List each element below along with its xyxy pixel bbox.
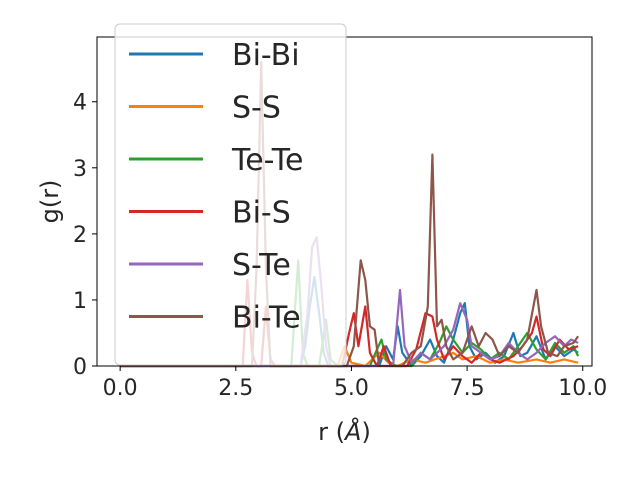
legend-label: S-Te	[232, 248, 291, 283]
y-tick-label: 0	[73, 355, 87, 380]
x-tick-label: 10.0	[558, 376, 607, 401]
y-tick-label: 3	[73, 157, 87, 182]
series-line-bi-te	[120, 60, 580, 368]
legend-label: Bi-Te	[232, 301, 301, 336]
x-tick-label: 7.5	[450, 376, 485, 401]
x-tick-label: 5.0	[334, 376, 369, 401]
legend-label: Bi-Bi	[232, 38, 300, 73]
y-tick-label: 4	[73, 91, 87, 116]
x-tick-label: 0.0	[103, 376, 138, 401]
x-axis-label-text: r (	[318, 418, 345, 446]
legend-label: Bi-S	[232, 196, 291, 231]
ticks-layer: 0.0 2.5 5.0 7.5 10.0 0 1 2 3 4	[73, 91, 607, 401]
x-axis-label: r (Å)	[318, 417, 371, 446]
y-axis-label: g(r)	[36, 180, 64, 224]
legend-label: Te-Te	[231, 143, 303, 178]
x-axis-label-unit: Å	[343, 417, 361, 446]
legend-label: S-S	[232, 91, 281, 126]
legend: Bi-Bi S-S Te-Te Bi-S S-Te Bi-Te	[114, 23, 347, 366]
y-tick-label: 2	[73, 223, 87, 248]
y-tick-label: 1	[73, 289, 87, 314]
x-tick-label: 2.5	[218, 376, 253, 401]
x-axis-label-close: )	[361, 418, 370, 446]
legend-box	[114, 23, 347, 366]
